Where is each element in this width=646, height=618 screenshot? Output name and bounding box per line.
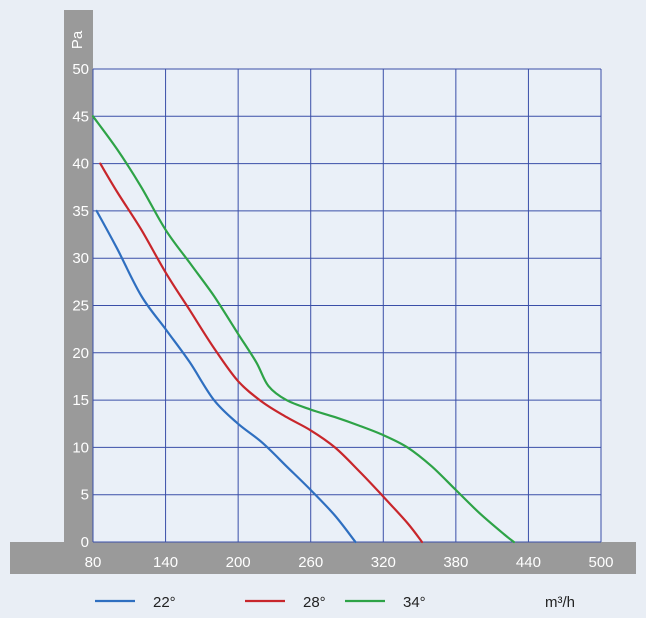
x-tick-label: 260 (298, 554, 323, 571)
y-axis-band (64, 10, 93, 574)
y-tick-label: 5 (81, 487, 89, 504)
series-line-34 (91, 115, 515, 544)
legend-label: 22° (153, 594, 176, 611)
y-tick-label: 10 (72, 439, 89, 456)
x-tick-label: 380 (443, 554, 468, 571)
grid (92, 68, 602, 543)
x-axis-band (10, 542, 636, 574)
y-axis-label: Pa (69, 30, 86, 49)
y-tick-label: 45 (72, 108, 89, 125)
y-tick-label: 35 (72, 203, 89, 220)
y-tick-label: 0 (81, 534, 89, 551)
x-tick-label: 320 (371, 554, 396, 571)
y-tick-label: 15 (72, 392, 89, 409)
y-tick-label: 40 (72, 156, 89, 173)
series-line-28 (99, 162, 424, 544)
y-tick-label: 20 (72, 345, 89, 362)
x-tick-label: 200 (226, 554, 251, 571)
x-axis-unit-label: m³/h (545, 594, 575, 611)
y-tick-label: 25 (72, 298, 89, 315)
x-tick-label: 440 (516, 554, 541, 571)
x-tick-labels: 80 140 200 260 320 380 440 500 (85, 554, 614, 571)
x-tick-label: 80 (85, 554, 102, 571)
series-lines (91, 115, 515, 544)
legend-label: 28° (303, 594, 326, 611)
x-tick-label: 140 (153, 554, 178, 571)
x-tick-label: 500 (588, 554, 613, 571)
legend: 22° 28° 34° (95, 594, 426, 611)
series-line-22 (95, 209, 357, 544)
legend-label: 34° (403, 594, 426, 611)
y-tick-labels: 0 5 10 15 20 25 30 35 40 45 50 (72, 61, 89, 551)
y-tick-label: 30 (72, 250, 89, 267)
y-tick-label: 50 (72, 61, 89, 78)
